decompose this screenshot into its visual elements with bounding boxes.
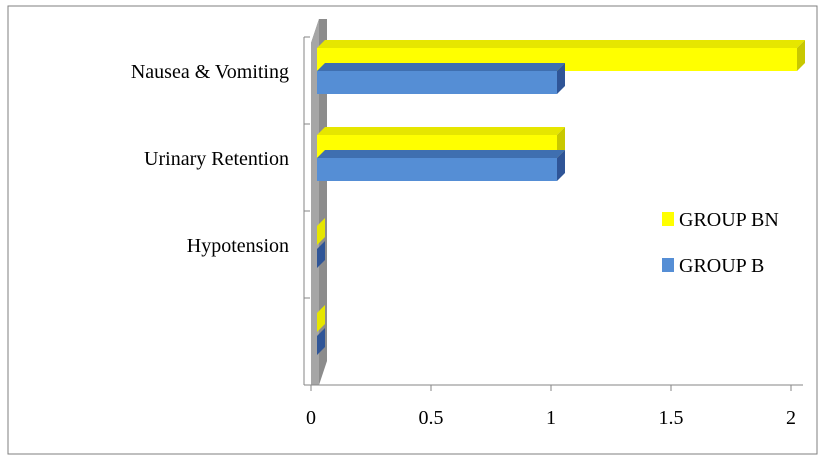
bar-group-b (317, 71, 557, 94)
bar-group-b-zero (317, 328, 325, 355)
bar-group-bn-top (317, 127, 565, 135)
bar-group-b-zero (317, 241, 325, 268)
x-tick-label: 1.5 (659, 407, 684, 429)
x-tick-label: 1 (546, 407, 556, 429)
y-tick-label: Urinary Retention (144, 148, 289, 170)
bar-group-bn-zero (317, 218, 325, 245)
chart-border (7, 5, 818, 455)
bar-group-bn-side (797, 40, 805, 71)
bar-group-bn-top (317, 40, 805, 48)
bar-group-b-top (317, 150, 565, 158)
legend-label-group-bn: GROUP BN (679, 209, 779, 231)
back-wall-face (311, 19, 319, 385)
y-tick-label: Hypotension (187, 235, 289, 257)
bar-group-b-side (557, 150, 565, 181)
bar-group-b-side (557, 63, 565, 94)
legend-label-group-b: GROUP B (679, 255, 764, 277)
x-tick-label: 0 (306, 407, 316, 429)
bar-group-bn-zero (317, 305, 325, 332)
y-tick-label: Nausea & Vomiting (131, 61, 289, 83)
legend-swatch-group-b (662, 258, 674, 272)
x-tick-label: 2 (786, 407, 796, 429)
bar-group-b-top (317, 63, 565, 71)
legend-swatch-group-bn (662, 212, 674, 226)
x-tick-label: 0.5 (419, 407, 444, 429)
bar-group-b (317, 158, 557, 181)
